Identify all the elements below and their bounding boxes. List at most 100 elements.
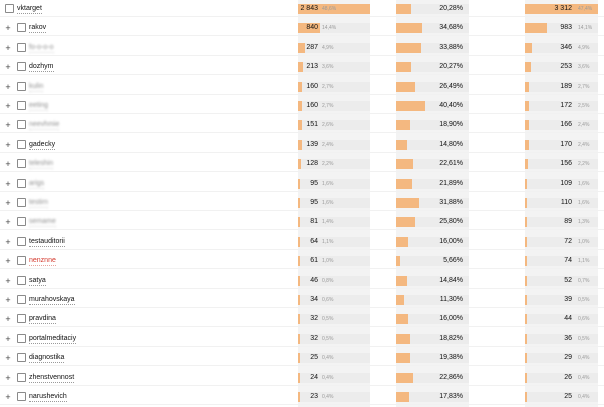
row-checkbox[interactable] [5, 4, 14, 13]
table-row: + testirn 95 1,6% 31,88% 110 1,6% [0, 195, 604, 211]
views-share: 2,4% [578, 122, 590, 129]
rate-bar [396, 275, 469, 286]
row-checkbox[interactable] [17, 256, 26, 266]
views-bar [525, 275, 598, 286]
row-name-link[interactable]: testirn [29, 199, 49, 208]
views-share: 2,5% [578, 103, 590, 109]
rate-value: 16,00% [439, 315, 463, 323]
expand-icon[interactable]: + [5, 159, 11, 170]
expand-icon[interactable]: + [5, 81, 11, 92]
visits-bar [298, 314, 370, 325]
table-row: + rakov 840 14,4% 34,68% 983 14,1% [0, 20, 604, 37]
visits-bar [298, 120, 370, 131]
row-name-link[interactable]: neevhmie [29, 121, 60, 131]
expand-icon[interactable]: + [5, 217, 11, 228]
visits-bar [298, 23, 370, 34]
row-checkbox[interactable] [17, 81, 26, 91]
row-name-link[interactable]: vktarget [17, 5, 42, 14]
table-row: + murahovskaya 34 0,6% 11,30% 39 0,5% [0, 292, 604, 308]
row-checkbox[interactable] [17, 372, 26, 382]
row-name-link[interactable]: pravdina [29, 315, 56, 325]
expand-icon[interactable]: + [5, 139, 11, 150]
expand-icon[interactable]: + [5, 353, 11, 364]
expand-icon[interactable]: + [5, 62, 11, 73]
expand-icon[interactable]: + [5, 42, 11, 53]
row-checkbox[interactable] [17, 139, 26, 149]
rate-value: 18,90% [439, 121, 463, 129]
row-name-link[interactable]: murahovskaya [29, 296, 75, 305]
row-checkbox[interactable] [17, 62, 26, 72]
row-checkbox[interactable] [17, 42, 26, 52]
row-name-link[interactable]: gadecky [29, 140, 56, 150]
row-divider [0, 268, 604, 270]
rate-value: 25,80% [439, 218, 463, 226]
row-checkbox[interactable] [17, 392, 26, 401]
row-name-link[interactable]: eeting [29, 102, 49, 111]
row-name-link[interactable]: rakov [29, 24, 47, 34]
views-value: 36 [564, 334, 572, 342]
expand-icon[interactable]: + [5, 256, 11, 267]
row-checkbox[interactable] [17, 178, 26, 188]
expand-icon[interactable]: + [5, 372, 11, 383]
row-name-link[interactable]: nenznne [29, 257, 56, 267]
expand-icon[interactable]: + [5, 392, 11, 402]
row-name-link[interactable]: narushevich [29, 393, 67, 402]
rate-bar [396, 217, 469, 228]
visits-bar [298, 139, 370, 150]
views-share: 2,7% [578, 83, 590, 90]
row-checkbox[interactable] [17, 236, 26, 246]
row-checkbox[interactable] [17, 353, 26, 363]
table-row: + fo-o-o-o 287 4,9% 33,88% 346 4,9% [0, 40, 604, 56]
views-value: 25 [564, 393, 572, 400]
rate-bar [396, 23, 469, 34]
row-name-link[interactable]: zhenstvennost [29, 373, 75, 383]
row-divider [0, 16, 604, 17]
row-name-link[interactable]: fo-o-o-o [29, 43, 54, 53]
row-name-link[interactable]: kulin [29, 82, 44, 92]
row-name-link[interactable]: arigs [29, 179, 45, 189]
expand-icon[interactable]: + [5, 333, 11, 344]
row-name-link[interactable]: diagnostika [29, 354, 65, 364]
row-checkbox[interactable] [17, 23, 26, 33]
row-name-link[interactable]: dozhym [29, 63, 54, 73]
row-checkbox[interactable] [17, 159, 26, 169]
row-checkbox[interactable] [17, 198, 26, 207]
rate-bar [396, 392, 469, 402]
row-checkbox[interactable] [17, 314, 26, 324]
row-checkbox[interactable] [17, 217, 26, 227]
row-name-link[interactable]: portalmeditaciy [29, 334, 77, 344]
row-name-link[interactable]: semame [29, 218, 56, 228]
expand-icon[interactable]: + [5, 314, 11, 325]
row-checkbox[interactable] [17, 295, 26, 304]
expand-icon[interactable]: + [5, 198, 11, 208]
visits-share: 0,5% [322, 316, 334, 323]
expand-icon[interactable]: + [5, 275, 11, 286]
expand-icon[interactable]: + [5, 178, 11, 189]
rate-value: 5,66% [443, 257, 463, 265]
table-row: + eeting 160 2,7% 40,40% 172 2,5% [0, 98, 604, 114]
rate-bar [396, 295, 469, 305]
visits-bar-fill [298, 275, 300, 286]
table-row: + arigs 95 1,6% 21,89% 109 1,6% [0, 176, 604, 192]
views-share: 1,0% [578, 238, 590, 245]
expand-icon[interactable]: + [5, 120, 11, 131]
row-checkbox[interactable] [17, 275, 26, 285]
expand-icon[interactable]: + [5, 295, 11, 305]
row-checkbox[interactable] [17, 120, 26, 130]
row-checkbox[interactable] [17, 101, 26, 110]
views-value: 156 [560, 160, 572, 168]
rate-bar-fill [396, 178, 413, 189]
row-checkbox[interactable] [17, 333, 26, 343]
row-name-link[interactable]: satya [29, 276, 46, 286]
views-share: 1,1% [578, 258, 590, 265]
rate-bar-fill [396, 314, 408, 325]
expand-icon[interactable]: + [5, 101, 11, 111]
row-divider [0, 171, 604, 173]
row-name-link[interactable]: teleshin [29, 160, 54, 170]
expand-icon[interactable]: + [5, 236, 11, 247]
views-bar [525, 372, 598, 383]
visits-bar-fill [298, 62, 304, 73]
visits-share: 2,2% [322, 161, 334, 168]
row-name-link[interactable]: testauditorii [29, 237, 65, 247]
expand-icon[interactable]: + [5, 23, 11, 34]
